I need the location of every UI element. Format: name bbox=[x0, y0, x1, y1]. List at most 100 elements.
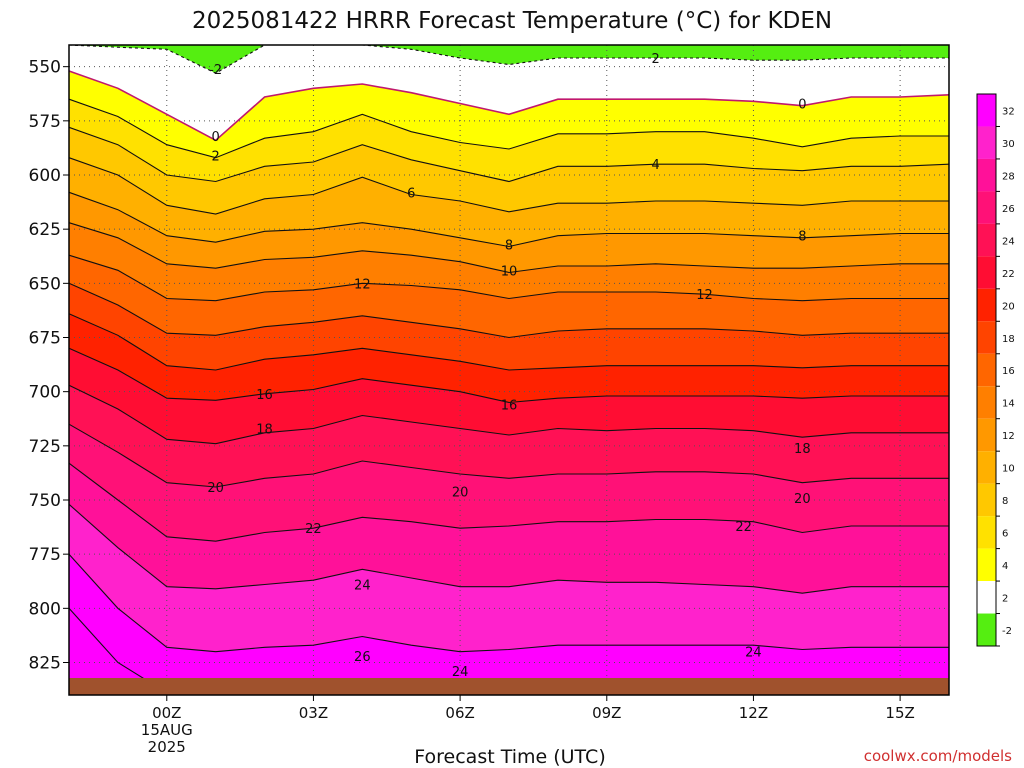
contour-label: 26 bbox=[354, 650, 371, 665]
isotherm-20 bbox=[68, 384, 949, 445]
colorbar-cell bbox=[977, 353, 996, 387]
isotherm-22 bbox=[68, 423, 949, 488]
y-tick-label: 575 bbox=[29, 112, 61, 132]
y-tick-label: 750 bbox=[29, 491, 61, 511]
colorbar-tick-label: 32 bbox=[1002, 106, 1015, 117]
colorbar-cell bbox=[977, 581, 996, 614]
colorbar-cell bbox=[977, 418, 996, 452]
contour-label: 8 bbox=[505, 238, 513, 253]
x-tick-label: 15AUG bbox=[141, 721, 193, 739]
colorbar-tick-label: 30 bbox=[1002, 139, 1015, 150]
x-tick-label: 03Z bbox=[299, 704, 328, 722]
isotherm-2 bbox=[68, 98, 949, 159]
colorbar-tick-label: 26 bbox=[1002, 204, 1015, 215]
colorbar-cell bbox=[977, 548, 996, 582]
band-fill-0 bbox=[69, 45, 949, 141]
colorbar-tick-label: 14 bbox=[1002, 399, 1015, 410]
colorbar: 32 30 28 26 24 22 20 18 16 14 12 10 8 6 4 2 -2 bbox=[976, 93, 1015, 647]
x-tick-label: 15Z bbox=[885, 704, 914, 722]
y-tick-label: 600 bbox=[29, 166, 61, 186]
contour-label: 20 bbox=[452, 485, 469, 500]
isotherm-26 bbox=[68, 503, 949, 594]
x-tick-label: 2025 bbox=[148, 738, 186, 756]
isotherm-28 bbox=[68, 553, 949, 653]
contour-label: 18 bbox=[256, 423, 273, 438]
isotherm-0 bbox=[68, 70, 950, 142]
contour-label: 16 bbox=[501, 399, 518, 414]
contour-label: 12 bbox=[696, 288, 713, 303]
contour-label: -2 bbox=[209, 63, 222, 78]
colorbar-cell bbox=[977, 223, 996, 257]
colorbar-tick-label: 8 bbox=[1002, 496, 1008, 507]
colorbar-cell bbox=[977, 483, 996, 517]
y-tick-label: 825 bbox=[29, 654, 61, 674]
colorbar-cell bbox=[977, 321, 996, 354]
isotherm-12 bbox=[68, 254, 949, 302]
colorbar-tick-label: 18 bbox=[1002, 334, 1015, 345]
contour-label: 0 bbox=[212, 130, 220, 145]
y-tick-label: 700 bbox=[29, 383, 61, 403]
axes: 55057560062565067570072575077580082500Z1… bbox=[29, 44, 950, 756]
isotherm--2 bbox=[68, 44, 949, 74]
contour-label: 2 bbox=[652, 52, 660, 67]
x-tick-label: 09Z bbox=[592, 704, 621, 722]
colorbar-tick-label: 28 bbox=[1002, 171, 1015, 182]
isotherm-8 bbox=[68, 191, 949, 248]
colorbar-tick-label: 12 bbox=[1002, 431, 1015, 442]
colorbar-cell bbox=[977, 386, 996, 419]
contour-label: 16 bbox=[256, 388, 273, 403]
colorbar-tick-label: 20 bbox=[1002, 301, 1015, 312]
contour-label: 4 bbox=[652, 158, 660, 173]
colorbar-cell bbox=[977, 516, 996, 549]
x-tick-label: 06Z bbox=[445, 704, 474, 722]
contour-label: 6 bbox=[407, 186, 415, 201]
isotherm-18 bbox=[68, 347, 949, 404]
contour-label: 12 bbox=[354, 277, 371, 292]
contour-label: 2 bbox=[212, 150, 220, 165]
y-tick-label: 550 bbox=[29, 58, 61, 78]
contour-label: 22 bbox=[735, 520, 752, 535]
x-axis-label: Forecast Time (UTC) bbox=[414, 746, 605, 768]
y-tick-label: 725 bbox=[29, 437, 61, 457]
colorbar-tick-label: 16 bbox=[1002, 366, 1015, 377]
contour-label: 10 bbox=[501, 264, 518, 279]
colorbar-tick-label: 6 bbox=[1002, 529, 1008, 540]
contour-label: 24 bbox=[745, 646, 762, 661]
contour-label: 24 bbox=[452, 665, 469, 680]
contour-label: 20 bbox=[207, 481, 224, 496]
colorbar-cell bbox=[977, 256, 996, 289]
y-tick-label: 650 bbox=[29, 274, 61, 294]
contour-label: 18 bbox=[794, 442, 811, 457]
colorbar-tick-label: -2 bbox=[1002, 626, 1012, 637]
y-tick-label: 625 bbox=[29, 220, 61, 240]
colorbar-cell bbox=[977, 126, 996, 159]
contour-label: 22 bbox=[305, 522, 322, 537]
x-tick-label: 12Z bbox=[739, 704, 768, 722]
colorbar-tick-label: 22 bbox=[1002, 269, 1015, 280]
isotherm-14 bbox=[68, 282, 949, 339]
ground-surface bbox=[69, 678, 949, 695]
colorbar-cell bbox=[977, 451, 996, 484]
credit-link[interactable]: coolwx.com/models bbox=[864, 747, 1012, 765]
colorbar-cell bbox=[977, 94, 996, 127]
colorbar-cell bbox=[977, 158, 996, 192]
colorbar-cell bbox=[977, 613, 996, 646]
isotherm-6 bbox=[68, 157, 949, 215]
contour-label: 8 bbox=[798, 230, 806, 245]
colorbar-frame bbox=[976, 93, 997, 647]
colorbar-tick-label: 10 bbox=[1002, 464, 1015, 475]
colorbar-tick-label: 2 bbox=[1002, 594, 1008, 605]
contour-label: 24 bbox=[354, 579, 371, 594]
colorbar-cell bbox=[977, 191, 996, 224]
colorbar-cell bbox=[977, 288, 996, 322]
isotherm-10 bbox=[68, 222, 949, 274]
colorbar-tick-label: 24 bbox=[1002, 236, 1015, 247]
colorbar-tick-label: 4 bbox=[1002, 561, 1008, 572]
chart-title: 2025081422 HRRR Forecast Temperature (°C… bbox=[192, 8, 832, 34]
y-tick-label: 775 bbox=[29, 545, 61, 565]
isotherm-4 bbox=[68, 126, 950, 183]
x-tick-label: 00Z bbox=[152, 704, 181, 722]
isotherm-16 bbox=[68, 313, 949, 371]
